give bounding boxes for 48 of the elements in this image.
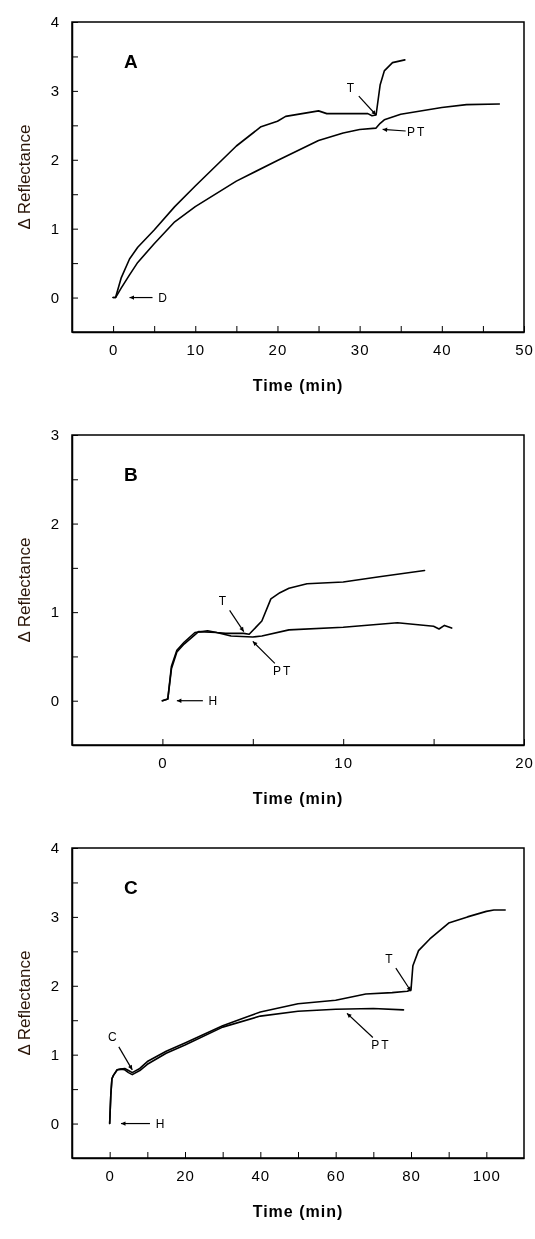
annotation: C [107,1030,119,1045]
annotation: T [385,951,395,966]
y-tick-label: 3 [50,908,60,926]
y-tick-label: 4 [50,13,60,31]
y-tick-label: 0 [50,692,60,710]
x-tick-label: 40 [251,1166,271,1184]
y-tick-label: 1 [50,1045,60,1063]
x-tick-label: 0 [108,340,119,358]
x-axis-title: Time (min) [252,377,344,394]
y-tick-label: 3 [50,426,60,444]
y-axis-title: Δ Reflectance [15,124,34,230]
x-tick-label: 10 [186,340,206,358]
y-tick-label: 1 [50,219,60,237]
y-tick-label: 0 [50,1114,60,1132]
x-tick-label: 20 [176,1166,195,1184]
text: C [124,877,138,898]
y-tick-label: 2 [50,151,60,169]
annotation: H [208,693,220,708]
y-tick-label: 2 [50,514,60,532]
annotation: PT [371,1038,391,1053]
x-tick-label: 30 [350,340,370,358]
text: B [124,464,138,485]
annotation: D [158,290,169,305]
x-axis-title: Time (min) [252,790,344,807]
x-tick-label: 10 [334,753,354,771]
x-tick-label: 0 [158,753,168,771]
x-tick-label: 100 [472,1166,501,1184]
x-tick-label: 20 [515,753,534,771]
x-tick-label: 0 [105,1166,115,1184]
y-tick-label: 1 [50,603,60,621]
x-tick-label: 60 [326,1166,346,1184]
x-tick-label: 40 [432,340,452,358]
x-tick-label: 80 [402,1166,421,1184]
text: A [124,51,138,72]
y-axis-title: Δ Reflectance [15,537,34,643]
y-tick-label: 4 [50,839,60,857]
annotation: H [155,1116,167,1131]
annotation: T [346,81,357,96]
annotation: PT [406,124,427,139]
annotation: T [218,594,229,609]
y-axis-title: Δ Reflectance [15,950,34,1056]
y-tick-label: 2 [50,977,60,995]
y-tick-label: 0 [50,288,60,306]
x-tick-label: 20 [268,340,288,358]
x-axis-title: Time (min) [252,1203,344,1220]
x-tick-label: 50 [515,340,534,358]
annotation: PT [272,664,293,679]
y-tick-label: 3 [50,82,60,100]
